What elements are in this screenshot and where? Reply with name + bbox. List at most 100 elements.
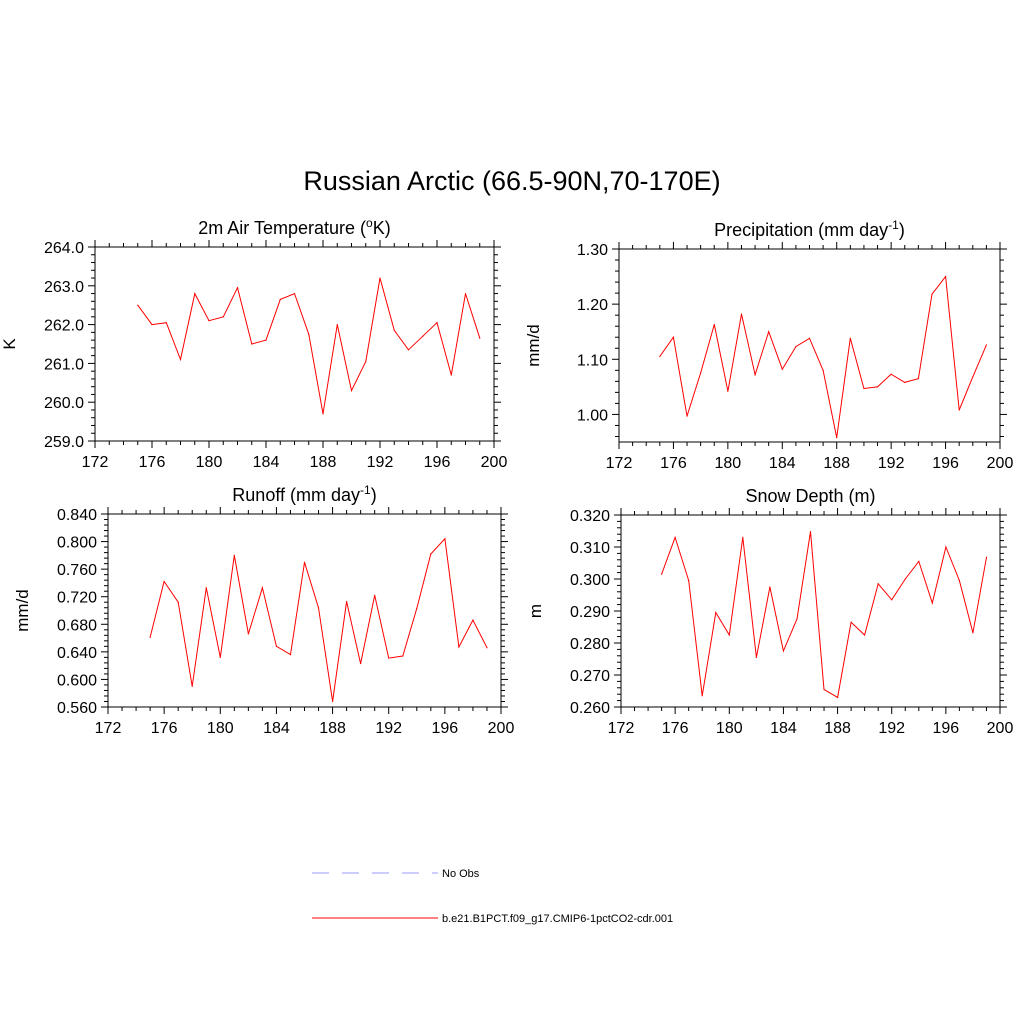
data-point xyxy=(402,655,404,657)
data-point xyxy=(768,331,770,333)
data-point xyxy=(165,322,167,324)
y-tick-label: 0.680 xyxy=(57,617,97,634)
data-point xyxy=(904,578,906,580)
data-point xyxy=(688,580,690,582)
data-point xyxy=(194,292,196,295)
panel-2: 172 176 180 184 188 192 196 200 1.00 1.10 1.20 1.30… xyxy=(524,218,1013,472)
data-point xyxy=(261,587,263,589)
data-point xyxy=(450,374,452,376)
y-tick-label: 0.290 xyxy=(570,604,610,621)
y-tick-label: 263.0 xyxy=(44,279,84,296)
data-point xyxy=(472,619,474,621)
data-point xyxy=(781,368,783,370)
data-point xyxy=(972,632,974,634)
y-tick-label: 1.10 xyxy=(577,352,608,369)
x-tick-label: 188 xyxy=(319,720,346,737)
series-line xyxy=(149,537,488,702)
data-point xyxy=(918,560,920,563)
y-tick-label: 0.760 xyxy=(57,562,97,579)
data-point xyxy=(985,344,987,346)
y-tick-label: 0.280 xyxy=(570,636,610,653)
data-point xyxy=(219,656,221,658)
data-point xyxy=(346,600,348,603)
x-tick-label: 192 xyxy=(367,454,394,471)
x-tick-label: 180 xyxy=(207,720,234,737)
x-tick-label: 188 xyxy=(824,720,851,737)
data-point xyxy=(795,346,797,348)
data-point xyxy=(422,335,424,337)
data-point xyxy=(436,322,438,324)
data-point xyxy=(809,531,812,533)
series-line xyxy=(659,275,987,438)
plot-frame xyxy=(618,248,1001,443)
panel-title: Snow Depth (m) xyxy=(745,486,875,506)
x-tick-label: 196 xyxy=(424,454,451,471)
data-point xyxy=(251,343,253,345)
x-tick-label: 176 xyxy=(662,720,689,737)
y-tick-label: 0.320 xyxy=(570,508,610,525)
x-tick-label: 196 xyxy=(432,720,459,737)
data-point xyxy=(236,287,239,289)
data-point xyxy=(208,320,210,322)
x-tick-label: 172 xyxy=(95,720,122,737)
data-point xyxy=(931,293,933,295)
data-point xyxy=(407,349,410,351)
x-tick-label: 184 xyxy=(769,455,796,472)
data-point xyxy=(944,275,947,278)
y-tick-label: 0.640 xyxy=(57,645,97,662)
y-tick-label: 0.600 xyxy=(57,672,97,689)
x-tick-label: 196 xyxy=(932,455,959,472)
data-point xyxy=(458,646,460,648)
y-tick-label: 262.0 xyxy=(44,318,84,335)
data-point xyxy=(945,546,947,548)
data-point xyxy=(727,390,729,392)
data-point xyxy=(151,324,153,326)
panel-title: Runoff (mm day-1) xyxy=(232,483,376,505)
x-tick-label: 192 xyxy=(878,720,905,737)
data-point xyxy=(336,324,338,326)
data-point xyxy=(222,316,224,318)
panel-title: 2m Air Temperature (oK) xyxy=(198,216,390,238)
y-tick-label: 259.0 xyxy=(44,434,84,451)
data-point xyxy=(822,369,824,371)
y-tick-label: 0.310 xyxy=(570,540,610,557)
panel-title-suffix: ) xyxy=(899,220,905,240)
data-point xyxy=(430,553,432,555)
data-point xyxy=(365,360,367,363)
x-tick-label: 200 xyxy=(488,720,515,737)
data-point xyxy=(350,389,353,392)
data-point xyxy=(416,607,418,610)
data-point xyxy=(265,339,267,341)
x-tick-label: 176 xyxy=(151,720,178,737)
data-point xyxy=(823,688,825,691)
y-tick-label: 0.260 xyxy=(570,700,610,717)
chart-main-title: Russian Arctic (66.5-90N,70-170E) xyxy=(303,166,721,196)
data-point xyxy=(179,358,182,361)
data-point xyxy=(904,381,906,384)
x-tick-label: 200 xyxy=(481,454,508,471)
data-point xyxy=(958,580,960,582)
data-point xyxy=(755,656,757,659)
y-tick-label: 1.30 xyxy=(577,242,608,259)
data-point xyxy=(388,657,390,659)
data-point xyxy=(713,323,715,326)
y-tick-label: 0.270 xyxy=(570,668,610,685)
data-point xyxy=(701,695,703,697)
data-point xyxy=(374,594,376,596)
y-axis-label: mm/d xyxy=(524,324,543,367)
y-tick-label: 0.800 xyxy=(57,535,97,552)
x-tick-label: 180 xyxy=(715,455,742,472)
data-point xyxy=(486,647,488,649)
data-point xyxy=(863,387,865,390)
data-point xyxy=(700,372,702,374)
panel-title-text: Precipitation (mm day xyxy=(714,220,888,240)
data-point xyxy=(740,313,743,315)
x-tick-label: 184 xyxy=(253,454,280,471)
data-point xyxy=(742,536,744,539)
data-point xyxy=(279,298,281,300)
y-tick-label: 260.0 xyxy=(44,395,84,412)
x-tick-label: 172 xyxy=(606,455,633,472)
data-point xyxy=(836,696,839,699)
data-point xyxy=(289,654,292,656)
